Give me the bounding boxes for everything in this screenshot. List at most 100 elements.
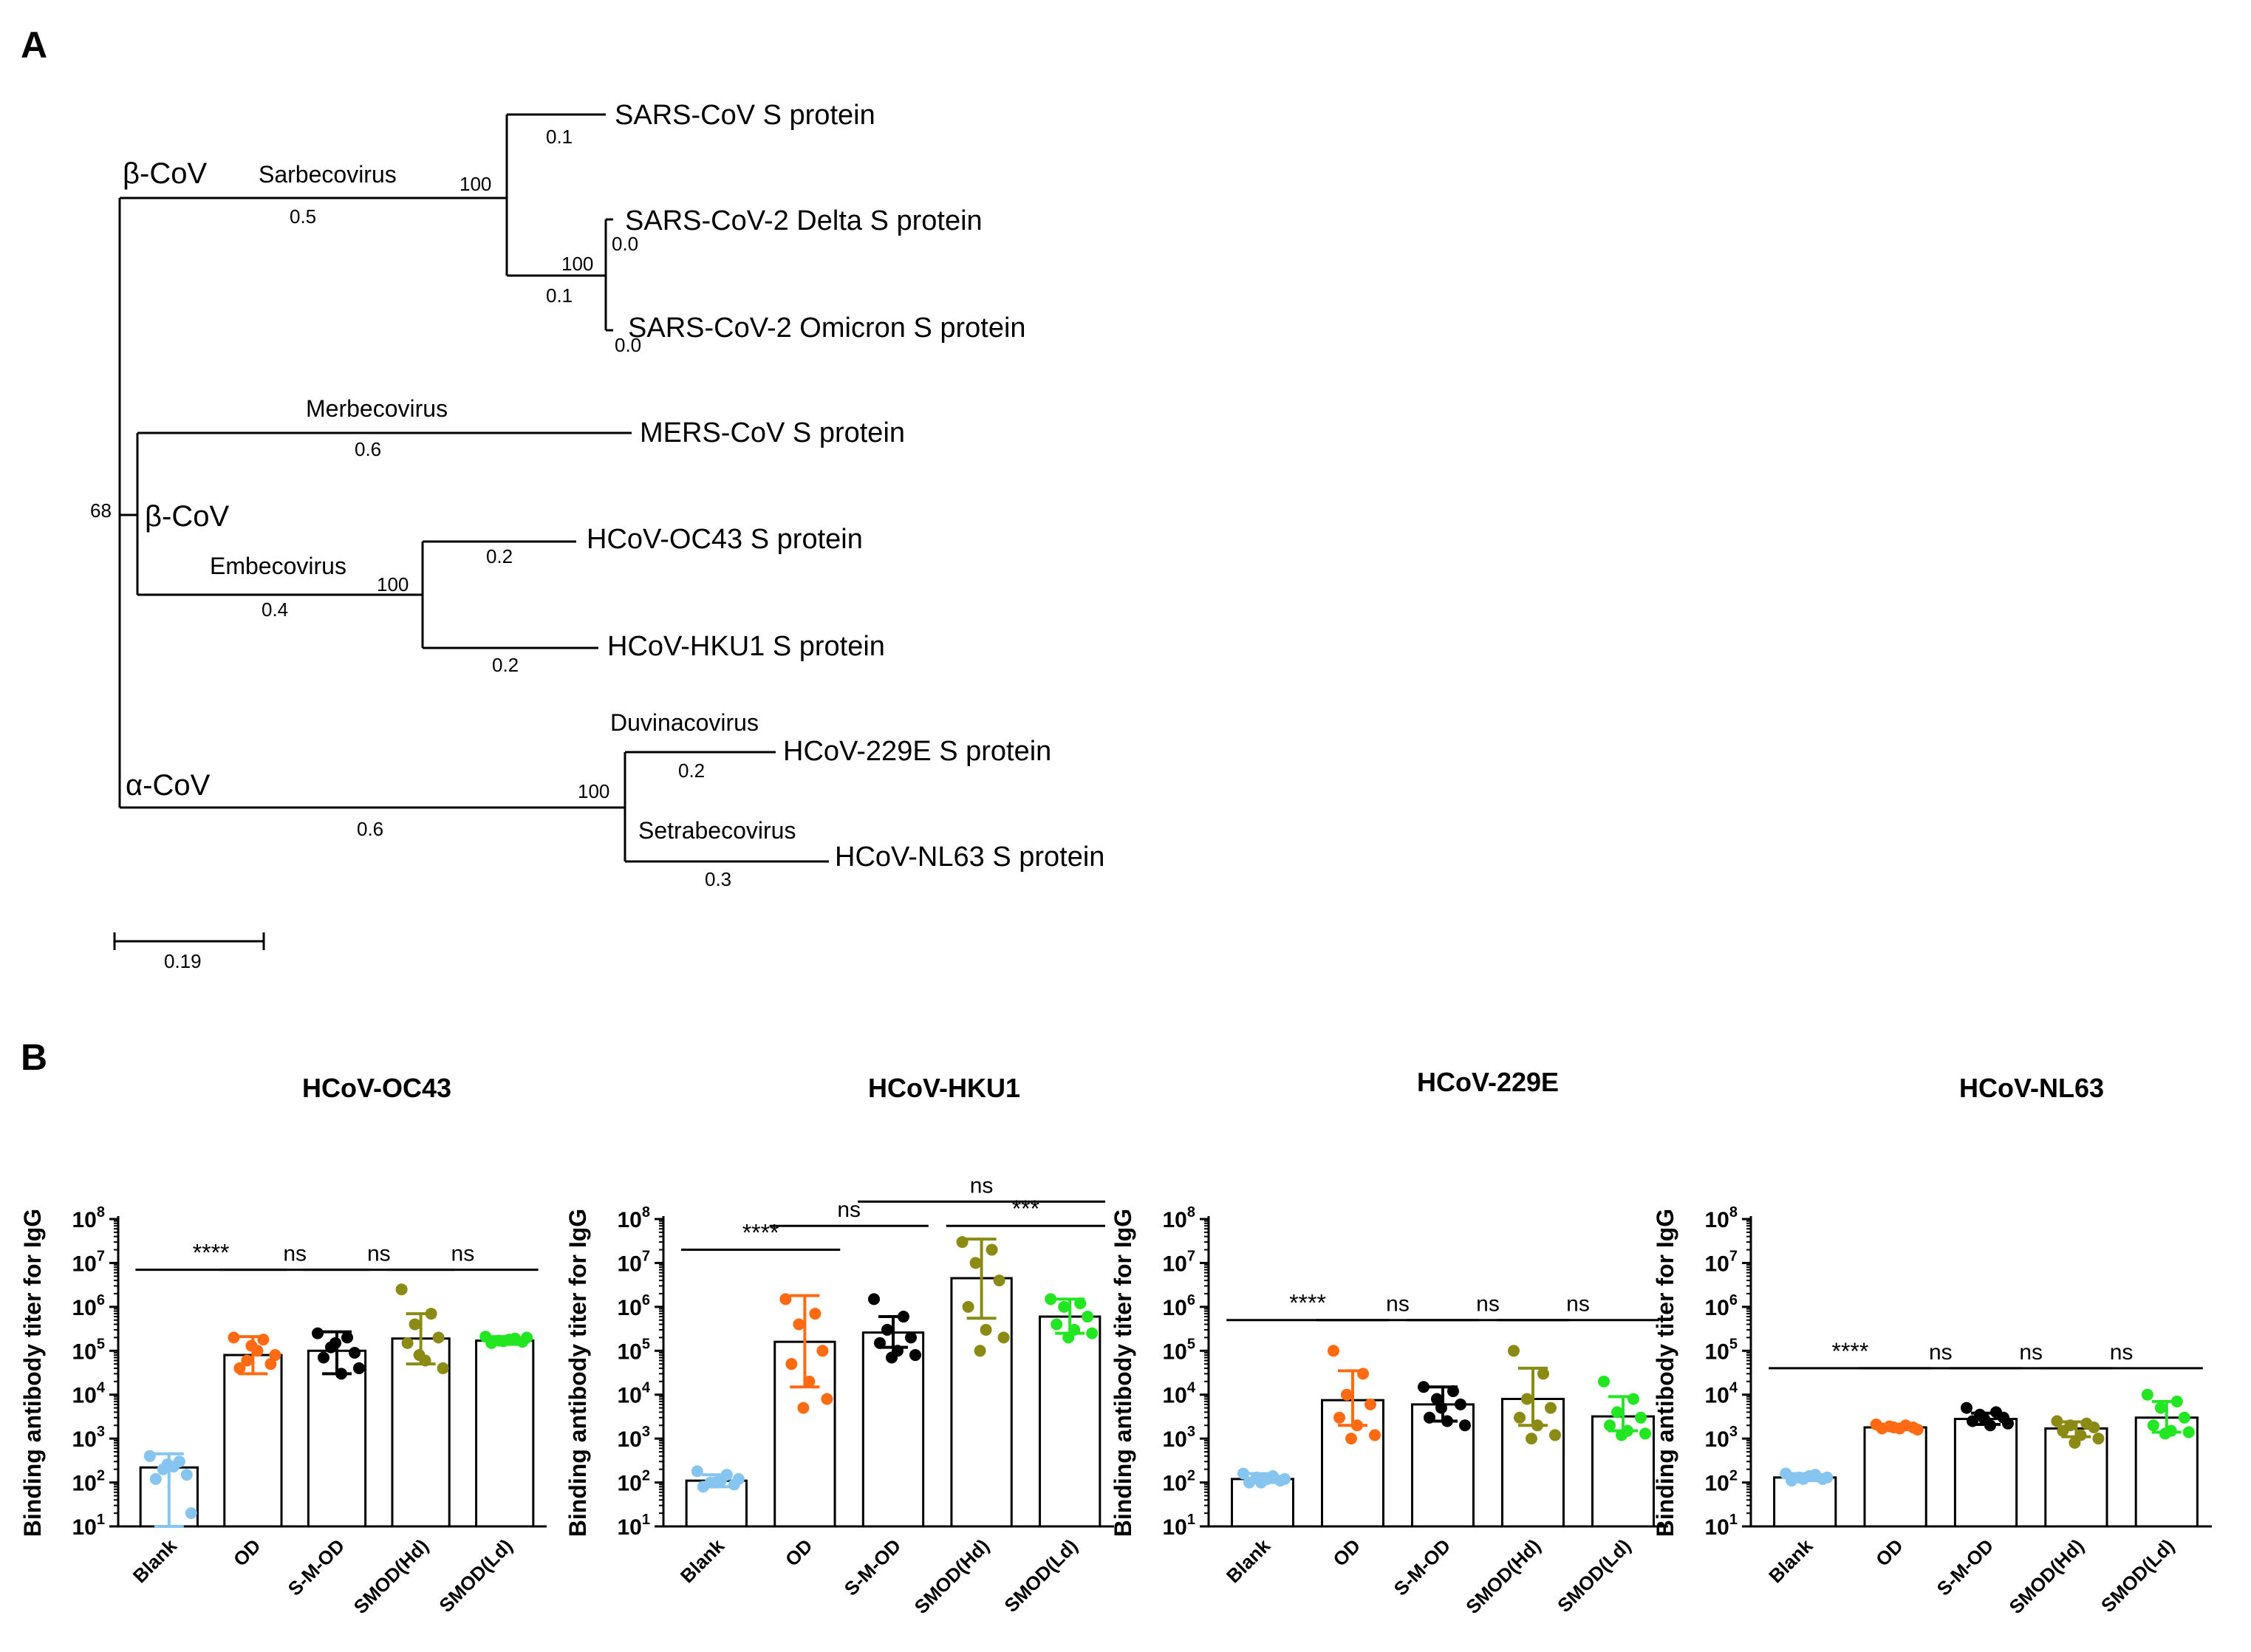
data-point (485, 1337, 498, 1349)
data-point (1435, 1402, 1447, 1414)
data-point (269, 1349, 281, 1362)
y-tick-label: 107 (618, 1248, 651, 1276)
data-point (779, 1293, 792, 1305)
data-point (318, 1351, 329, 1364)
data-point (1521, 1393, 1533, 1405)
significance-label: *** (1012, 1195, 1039, 1222)
data-point (868, 1293, 880, 1305)
y-tick-label: 103 (72, 1424, 106, 1452)
data-point (2002, 1417, 2014, 1430)
x-tick-label: SMOD(Ld) (2097, 1535, 2179, 1617)
y-tick-label: 101 (1705, 1512, 1738, 1540)
bar-Blank (1231, 1478, 1294, 1528)
data-point (1526, 1433, 1537, 1445)
data-point (1441, 1415, 1453, 1427)
data-point (1531, 1419, 1543, 1432)
data-point (1639, 1427, 1651, 1440)
leaf-mers: MERS-CoV S protein (640, 417, 905, 448)
significance-label: ns (837, 1198, 861, 1222)
data-point (708, 1476, 721, 1489)
data-point (1537, 1368, 1549, 1380)
y-tick-label: 102 (1163, 1468, 1196, 1496)
data-point (993, 1274, 1005, 1287)
significance-label: ns (1566, 1292, 1590, 1317)
data-point (1455, 1398, 1466, 1410)
data-point (437, 1362, 449, 1374)
data-point (185, 1507, 197, 1520)
y-tick-label: 104 (618, 1380, 651, 1408)
data-point (1058, 1300, 1070, 1313)
chart-title: HCoV-NL63 (1959, 1073, 2104, 1103)
significance-label: ns (2019, 1340, 2043, 1365)
data-point (1911, 1424, 1924, 1436)
data-point (1616, 1429, 1627, 1441)
x-tick-label: SMOD(Ld) (1553, 1535, 1635, 1617)
data-point (898, 1311, 909, 1323)
data-point (809, 1308, 822, 1320)
data-point (1797, 1472, 1810, 1485)
bl-sarbeco: 0.5 (290, 205, 316, 228)
data-point (980, 1323, 992, 1336)
significance-label: **** (1289, 1290, 1326, 1317)
y-tick-label: 104 (1705, 1380, 1738, 1408)
y-tick-label: 102 (72, 1468, 106, 1496)
bl-229e: 0.2 (678, 760, 705, 782)
clade-duvinacovirus: Duvinacovirus (610, 709, 759, 736)
leaf-hku1: HCoV-HKU1 S protein (607, 631, 885, 662)
y-tick-label: 102 (1705, 1468, 1738, 1496)
y-tick-label: 104 (1163, 1380, 1196, 1408)
chart-title: HCoV-HKU1 (868, 1073, 1020, 1103)
data-point (1514, 1411, 1526, 1424)
data-point (962, 1300, 974, 1313)
x-tick-label: Blank (129, 1535, 182, 1588)
data-point (1598, 1375, 1610, 1388)
data-point (497, 1335, 510, 1348)
y-axis-label: Binding antibody titer for IgG (1652, 1209, 1678, 1537)
leaf-sars: SARS-CoV S protein (615, 100, 875, 131)
data-point (1062, 1331, 1075, 1344)
data-point (969, 1257, 982, 1269)
data-point (997, 1331, 1010, 1344)
data-point (312, 1327, 324, 1339)
panel-b-label: B (21, 1037, 47, 1078)
data-point (1967, 1415, 1978, 1427)
data-point (881, 1323, 893, 1336)
phylogenetic-tree (113, 113, 829, 950)
data-point (1279, 1472, 1291, 1485)
data-point (2141, 1388, 2153, 1401)
significance-label: **** (1831, 1338, 1868, 1365)
bl-sars: 0.1 (546, 126, 573, 148)
x-tick-label: SMOD(Hd) (349, 1535, 433, 1618)
bl-omicron: 0.0 (615, 334, 641, 356)
data-point (264, 1358, 277, 1371)
x-tick-label: OD (1871, 1535, 1907, 1571)
data-point (257, 1334, 270, 1346)
significance-label: ns (1476, 1292, 1500, 1317)
bar-Blank (1773, 1476, 1837, 1528)
chart-hcov-229e: HCoV-229E Binding antibody titer for IgG 1… (1110, 1067, 1668, 1618)
bar-SMOD(Ld) (475, 1339, 535, 1528)
data-point (349, 1347, 361, 1359)
data-point (2069, 1436, 2081, 1449)
y-tick-label: 105 (1163, 1336, 1196, 1364)
data-point (395, 1283, 408, 1296)
data-point (2088, 1421, 2100, 1433)
significance-label: ns (451, 1242, 475, 1266)
data-point (1364, 1398, 1376, 1410)
y-tick-label: 106 (1705, 1292, 1738, 1320)
data-point (1051, 1318, 1063, 1331)
x-tick-label: SMOD(Hd) (1461, 1535, 1545, 1618)
clade-merbecovirus: Merbecovirus (306, 395, 448, 422)
bar-OD (773, 1340, 836, 1528)
y-tick-label: 103 (1705, 1424, 1738, 1452)
data-point (1074, 1297, 1087, 1310)
bar-S-M-OD (307, 1349, 367, 1528)
data-point (1357, 1368, 1369, 1380)
data-point (409, 1318, 421, 1331)
data-point (1611, 1406, 1623, 1419)
data-point (1447, 1385, 1459, 1398)
chart-title: HCoV-OC43 (302, 1073, 451, 1103)
data-point (1351, 1419, 1363, 1432)
x-tick-label: OD (781, 1535, 817, 1571)
clade-embecovirus: Embecovirus (210, 553, 346, 579)
